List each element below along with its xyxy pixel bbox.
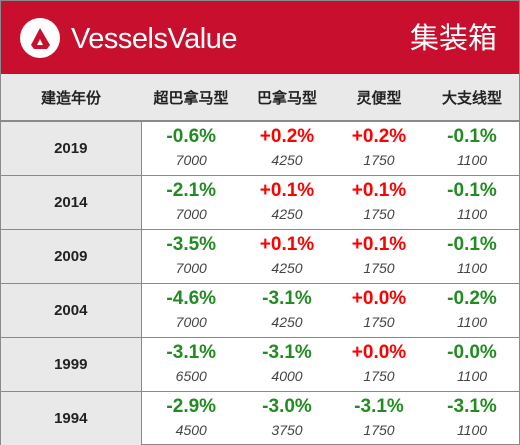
build-year-cell: 2019 [1, 121, 142, 175]
value-change-percent: +0.1% [259, 179, 315, 201]
column-header-panamax: 巴拿马型 [241, 74, 333, 122]
vessel-size-value: 6500 [175, 367, 207, 384]
vessel-size-value: 1100 [456, 421, 488, 438]
table-row: 2019 -0.6% 7000 +0.2% 4250 +0.2% 1750 -0.1% 1100 [1, 121, 519, 175]
vessel-size-value: 4250 [271, 152, 303, 168]
vessel-size-value: 1100 [456, 313, 488, 330]
value-change-percent: +0.2% [351, 126, 407, 147]
value-change-percent: -2.9% [166, 395, 217, 417]
vessel-size-value: 1100 [456, 205, 488, 222]
value-cell-feedermax: -0.1% 1100 [425, 228, 519, 283]
vessel-size-value: 7000 [175, 259, 207, 276]
header-bar: VesselsValue 集装箱 [1, 1, 519, 74]
vessel-size-value: 1750 [363, 421, 395, 438]
vessel-size-value: 4500 [175, 421, 207, 438]
vesselsvalue-logo-icon [20, 18, 60, 58]
value-change-percent: -4.6% [166, 287, 217, 309]
value-cell-feedermax: -0.0% 1100 [425, 336, 519, 391]
value-change-percent: -0.6% [166, 126, 217, 147]
vessel-size-value: 1750 [363, 152, 395, 168]
build-year-cell: 1994 [1, 390, 142, 445]
vessel-size-value: 3750 [271, 421, 303, 438]
value-cell-handy: +0.0% 1750 [333, 336, 425, 391]
value-change-percent: -0.1% [447, 126, 497, 147]
value-change-percent: +0.0% [351, 341, 407, 363]
vessel-size-value: 4250 [271, 259, 303, 276]
value-change-percent: -3.1% [262, 341, 312, 363]
value-cell-handy: +0.1% 1750 [333, 174, 425, 229]
value-change-percent: -3.1% [262, 287, 312, 309]
vessel-size-value: 1100 [456, 152, 488, 168]
table-row: 1994 -2.9% 4500 -3.0% 3750 -3.1% 1750 -3.1% 1100 [1, 390, 519, 445]
column-header-feedermax: 大支线型 [425, 74, 519, 122]
build-year-cell: 2009 [1, 228, 142, 283]
table-row: 2014 -2.1% 7000 +0.1% 4250 +0.1% 1750 -0.1% 1100 [1, 174, 519, 229]
value-change-percent: +0.1% [351, 179, 407, 201]
table-row: 2009 -3.5% 7000 +0.1% 4250 +0.1% 1750 -0.1% 1100 [1, 228, 519, 283]
header-title: 集装箱 [409, 21, 497, 55]
vessel-size-value: 7000 [175, 205, 207, 222]
table-row: 1999 -3.1% 6500 -3.1% 4000 +0.0% 1750 -0.0% 1100 [1, 336, 519, 391]
value-cell-panamax: -3.1% 4250 [241, 282, 333, 337]
vessel-size-value: 7000 [175, 313, 207, 330]
table-header-row: 建造年份 超巴拿马型 巴拿马型 灵便型 大支线型 [1, 74, 519, 122]
value-cell-panamax: -3.0% 3750 [241, 390, 333, 445]
value-change-percent: -0.1% [447, 179, 497, 201]
build-year-cell: 1999 [1, 336, 142, 391]
value-change-percent: +0.2% [259, 126, 315, 147]
value-change-percent: -0.2% [447, 287, 497, 309]
value-cell-feedermax: -0.1% 1100 [425, 121, 519, 175]
value-cell-feedermax: -0.2% 1100 [425, 282, 519, 337]
vessel-size-value: 1750 [363, 259, 395, 276]
value-change-percent: -2.1% [166, 179, 217, 201]
value-cell-panamax: +0.1% 4250 [241, 174, 333, 229]
build-year-cell: 2014 [1, 174, 142, 229]
value-change-percent: +0.0% [351, 287, 407, 309]
column-header-post-panamax: 超巴拿马型 [141, 74, 241, 122]
value-cell-handy: +0.0% 1750 [333, 282, 425, 337]
vessel-size-value: 1100 [456, 259, 488, 276]
value-cell-post-panamax: -4.6% 7000 [141, 282, 241, 337]
vessel-size-value: 1750 [363, 367, 395, 384]
value-change-percent: -0.0% [447, 341, 497, 363]
value-cell-feedermax: -0.1% 1100 [425, 174, 519, 229]
vessel-size-value: 1750 [363, 205, 395, 222]
value-change-percent: +0.1% [351, 233, 407, 255]
value-cell-handy: +0.1% 1750 [333, 228, 425, 283]
valuation-table: 建造年份 超巴拿马型 巴拿马型 灵便型 大支线型 2019 -0.6% 7000 +0… [1, 74, 519, 445]
value-cell-feedermax: -3.1% 1100 [425, 390, 519, 445]
value-cell-post-panamax: -3.5% 7000 [141, 228, 241, 283]
vessel-size-value: 4000 [271, 367, 303, 384]
brand-name: VesselsValue [71, 23, 237, 55]
vessel-size-value: 7000 [175, 152, 207, 168]
value-cell-post-panamax: -2.1% 7000 [141, 174, 241, 229]
build-year-cell: 2004 [1, 282, 142, 337]
value-cell-panamax: +0.2% 4250 [241, 121, 333, 175]
column-header-handy: 灵便型 [333, 74, 425, 122]
vessel-size-value: 1750 [363, 313, 395, 330]
value-change-percent: +0.1% [259, 233, 315, 255]
value-change-percent: -3.1% [354, 395, 404, 417]
vessel-size-value: 1100 [456, 367, 488, 384]
vessel-size-value: 4250 [271, 205, 303, 222]
value-cell-post-panamax: -3.1% 6500 [141, 336, 241, 391]
table-row: 2004 -4.6% 7000 -3.1% 4250 +0.0% 1750 -0.2% 1100 [1, 282, 519, 337]
value-change-percent: -3.1% [166, 341, 217, 363]
value-cell-handy: -3.1% 1750 [333, 390, 425, 445]
value-change-percent: -3.1% [447, 395, 497, 417]
value-cell-panamax: -3.1% 4000 [241, 336, 333, 391]
value-change-percent: -0.1% [447, 233, 497, 255]
value-cell-handy: +0.2% 1750 [333, 121, 425, 175]
value-change-percent: -3.0% [262, 395, 312, 417]
value-cell-post-panamax: -0.6% 7000 [141, 121, 241, 175]
value-cell-panamax: +0.1% 4250 [241, 228, 333, 283]
value-cell-post-panamax: -2.9% 4500 [141, 390, 241, 445]
column-header-build-year: 建造年份 [1, 74, 141, 122]
vessel-size-value: 4250 [271, 313, 303, 330]
value-change-percent: -3.5% [166, 233, 217, 255]
